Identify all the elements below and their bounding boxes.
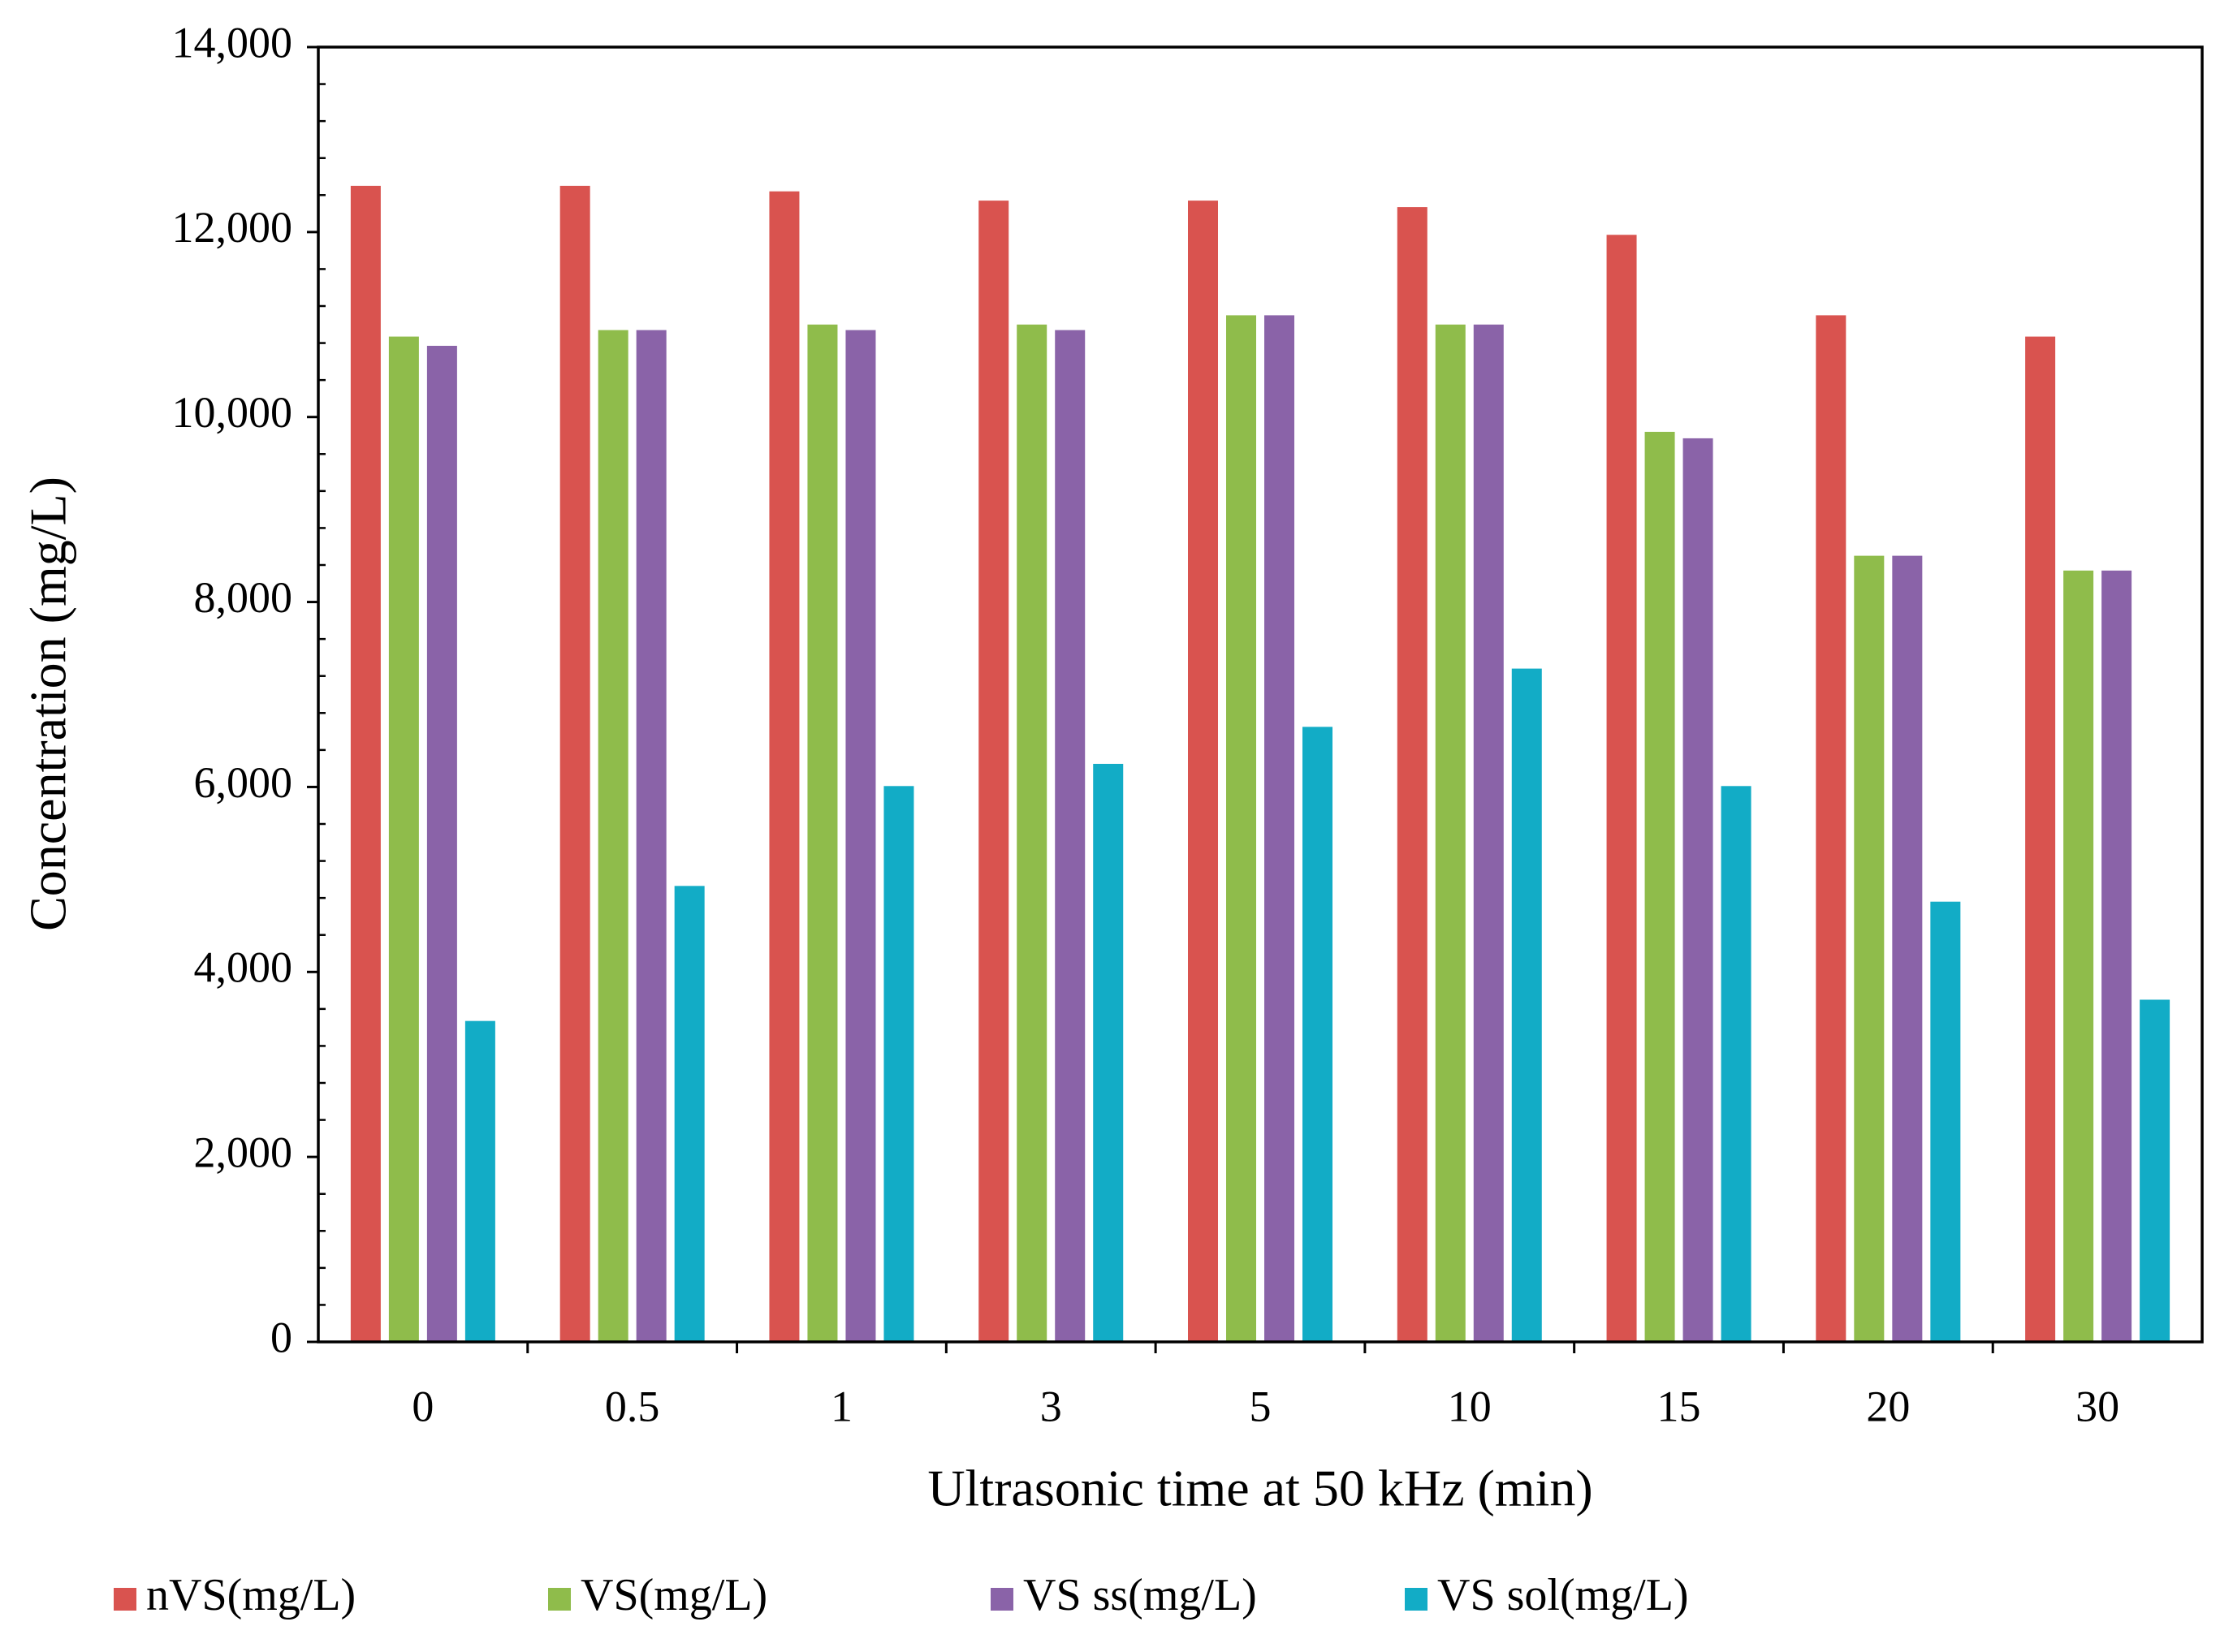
y-axis-title: Concentration (mg/L) bbox=[19, 477, 77, 931]
bar-vs-mg-l--3 bbox=[1017, 324, 1047, 1343]
legend-swatch bbox=[548, 1588, 571, 1611]
x-tick-label: 1 bbox=[831, 1382, 853, 1430]
y-tick-label: 4,000 bbox=[194, 943, 293, 992]
bar-vs-sol-mg-l--3 bbox=[1093, 763, 1124, 1342]
bar-nvs-mg-l--15 bbox=[1606, 235, 1637, 1342]
y-tick-label: 0 bbox=[270, 1313, 292, 1361]
x-tick-labels: 0 0.5 1 3 5 10 15 20 30 bbox=[412, 1382, 2119, 1430]
legend-label: VS(mg/L) bbox=[581, 1570, 767, 1620]
bar-vs-mg-l--20 bbox=[1854, 555, 1885, 1342]
bar-vs-sol-mg-l--0_5 bbox=[674, 886, 705, 1342]
plot-frame bbox=[317, 45, 2204, 1344]
bar-vs-mg-l--30 bbox=[2063, 570, 2094, 1342]
bar-vs-mg-l--15 bbox=[1644, 431, 1675, 1342]
bar-vs-sol-mg-l--1 bbox=[883, 786, 914, 1342]
legend-swatch bbox=[991, 1588, 1013, 1611]
y-tick-label: 2,000 bbox=[194, 1128, 293, 1177]
bar-nvs-mg-l--0 bbox=[350, 185, 381, 1343]
bars-group bbox=[350, 185, 2170, 1343]
bar-nvs-mg-l--30 bbox=[2025, 336, 2056, 1342]
bar-vs-ss-mg-l--30 bbox=[2101, 570, 2132, 1342]
bar-vs-ss-mg-l--3 bbox=[1055, 330, 1086, 1342]
y-tick-label: 12,000 bbox=[172, 203, 293, 252]
bar-vs-ss-mg-l--15 bbox=[1682, 438, 1713, 1342]
axes-group bbox=[307, 45, 2204, 1353]
legend-swatch bbox=[114, 1588, 136, 1611]
bar-vs-mg-l--10 bbox=[1435, 324, 1466, 1343]
bar-vs-ss-mg-l--5 bbox=[1264, 315, 1294, 1343]
bar-vs-mg-l--0_5 bbox=[598, 330, 628, 1342]
y-tick-label: 14,000 bbox=[172, 18, 293, 67]
y-tick-label: 10,000 bbox=[172, 388, 293, 437]
legend: nVS(mg/L) VS(mg/L) VS ss(mg/L) VS sol(mg/L) bbox=[114, 1570, 1689, 1620]
x-tick-label: 3 bbox=[1040, 1382, 1062, 1430]
y-tick-labels: 0 2,000 4,000 6,000 8,000 10,000 12,000 14,000 bbox=[172, 18, 293, 1361]
bar-vs-ss-mg-l--0_5 bbox=[636, 330, 667, 1342]
bar-vs-sol-mg-l--30 bbox=[2140, 999, 2170, 1342]
legend-label: VS ss(mg/L) bbox=[1023, 1570, 1257, 1620]
bar-vs-sol-mg-l--5 bbox=[1302, 727, 1332, 1342]
x-tick-label: 10 bbox=[1448, 1382, 1492, 1430]
x-axis-title: Ultrasonic time at 50 kHz (min) bbox=[927, 1460, 1592, 1517]
x-tick-label: 0 bbox=[412, 1382, 434, 1430]
x-tick-label: 15 bbox=[1657, 1382, 1701, 1430]
bar-vs-ss-mg-l--20 bbox=[1892, 555, 1923, 1342]
bar-vs-sol-mg-l--0 bbox=[464, 1020, 495, 1342]
y-tick-label: 6,000 bbox=[194, 758, 293, 807]
bar-nvs-mg-l--20 bbox=[1816, 315, 1846, 1343]
bar-nvs-mg-l--1 bbox=[769, 191, 800, 1343]
x-tick-label: 5 bbox=[1250, 1382, 1272, 1430]
legend-label: nVS(mg/L) bbox=[146, 1570, 356, 1620]
bar-nvs-mg-l--3 bbox=[978, 201, 1009, 1342]
bar-vs-ss-mg-l--0 bbox=[426, 345, 457, 1343]
y-tick-label: 8,000 bbox=[194, 573, 293, 622]
bar-nvs-mg-l--5 bbox=[1188, 201, 1218, 1342]
bar-vs-sol-mg-l--10 bbox=[1511, 668, 1542, 1342]
bar-vs-ss-mg-l--1 bbox=[845, 330, 876, 1342]
bar-vs-sol-mg-l--20 bbox=[1930, 901, 1961, 1342]
x-tick-label: 0.5 bbox=[605, 1382, 660, 1430]
x-tick-label: 30 bbox=[2075, 1382, 2119, 1430]
x-tick-label: 20 bbox=[1866, 1382, 1910, 1430]
legend-swatch bbox=[1405, 1588, 1427, 1611]
bar-vs-sol-mg-l--15 bbox=[1721, 786, 1751, 1342]
bar-vs-mg-l--1 bbox=[807, 324, 838, 1343]
bar-vs-ss-mg-l--10 bbox=[1473, 324, 1504, 1343]
bar-nvs-mg-l--0_5 bbox=[559, 185, 590, 1343]
bar-vs-mg-l--0 bbox=[388, 336, 419, 1342]
legend-label: VS sol(mg/L) bbox=[1437, 1570, 1689, 1620]
bar-nvs-mg-l--10 bbox=[1397, 207, 1427, 1342]
bar-vs-mg-l--5 bbox=[1226, 315, 1256, 1343]
